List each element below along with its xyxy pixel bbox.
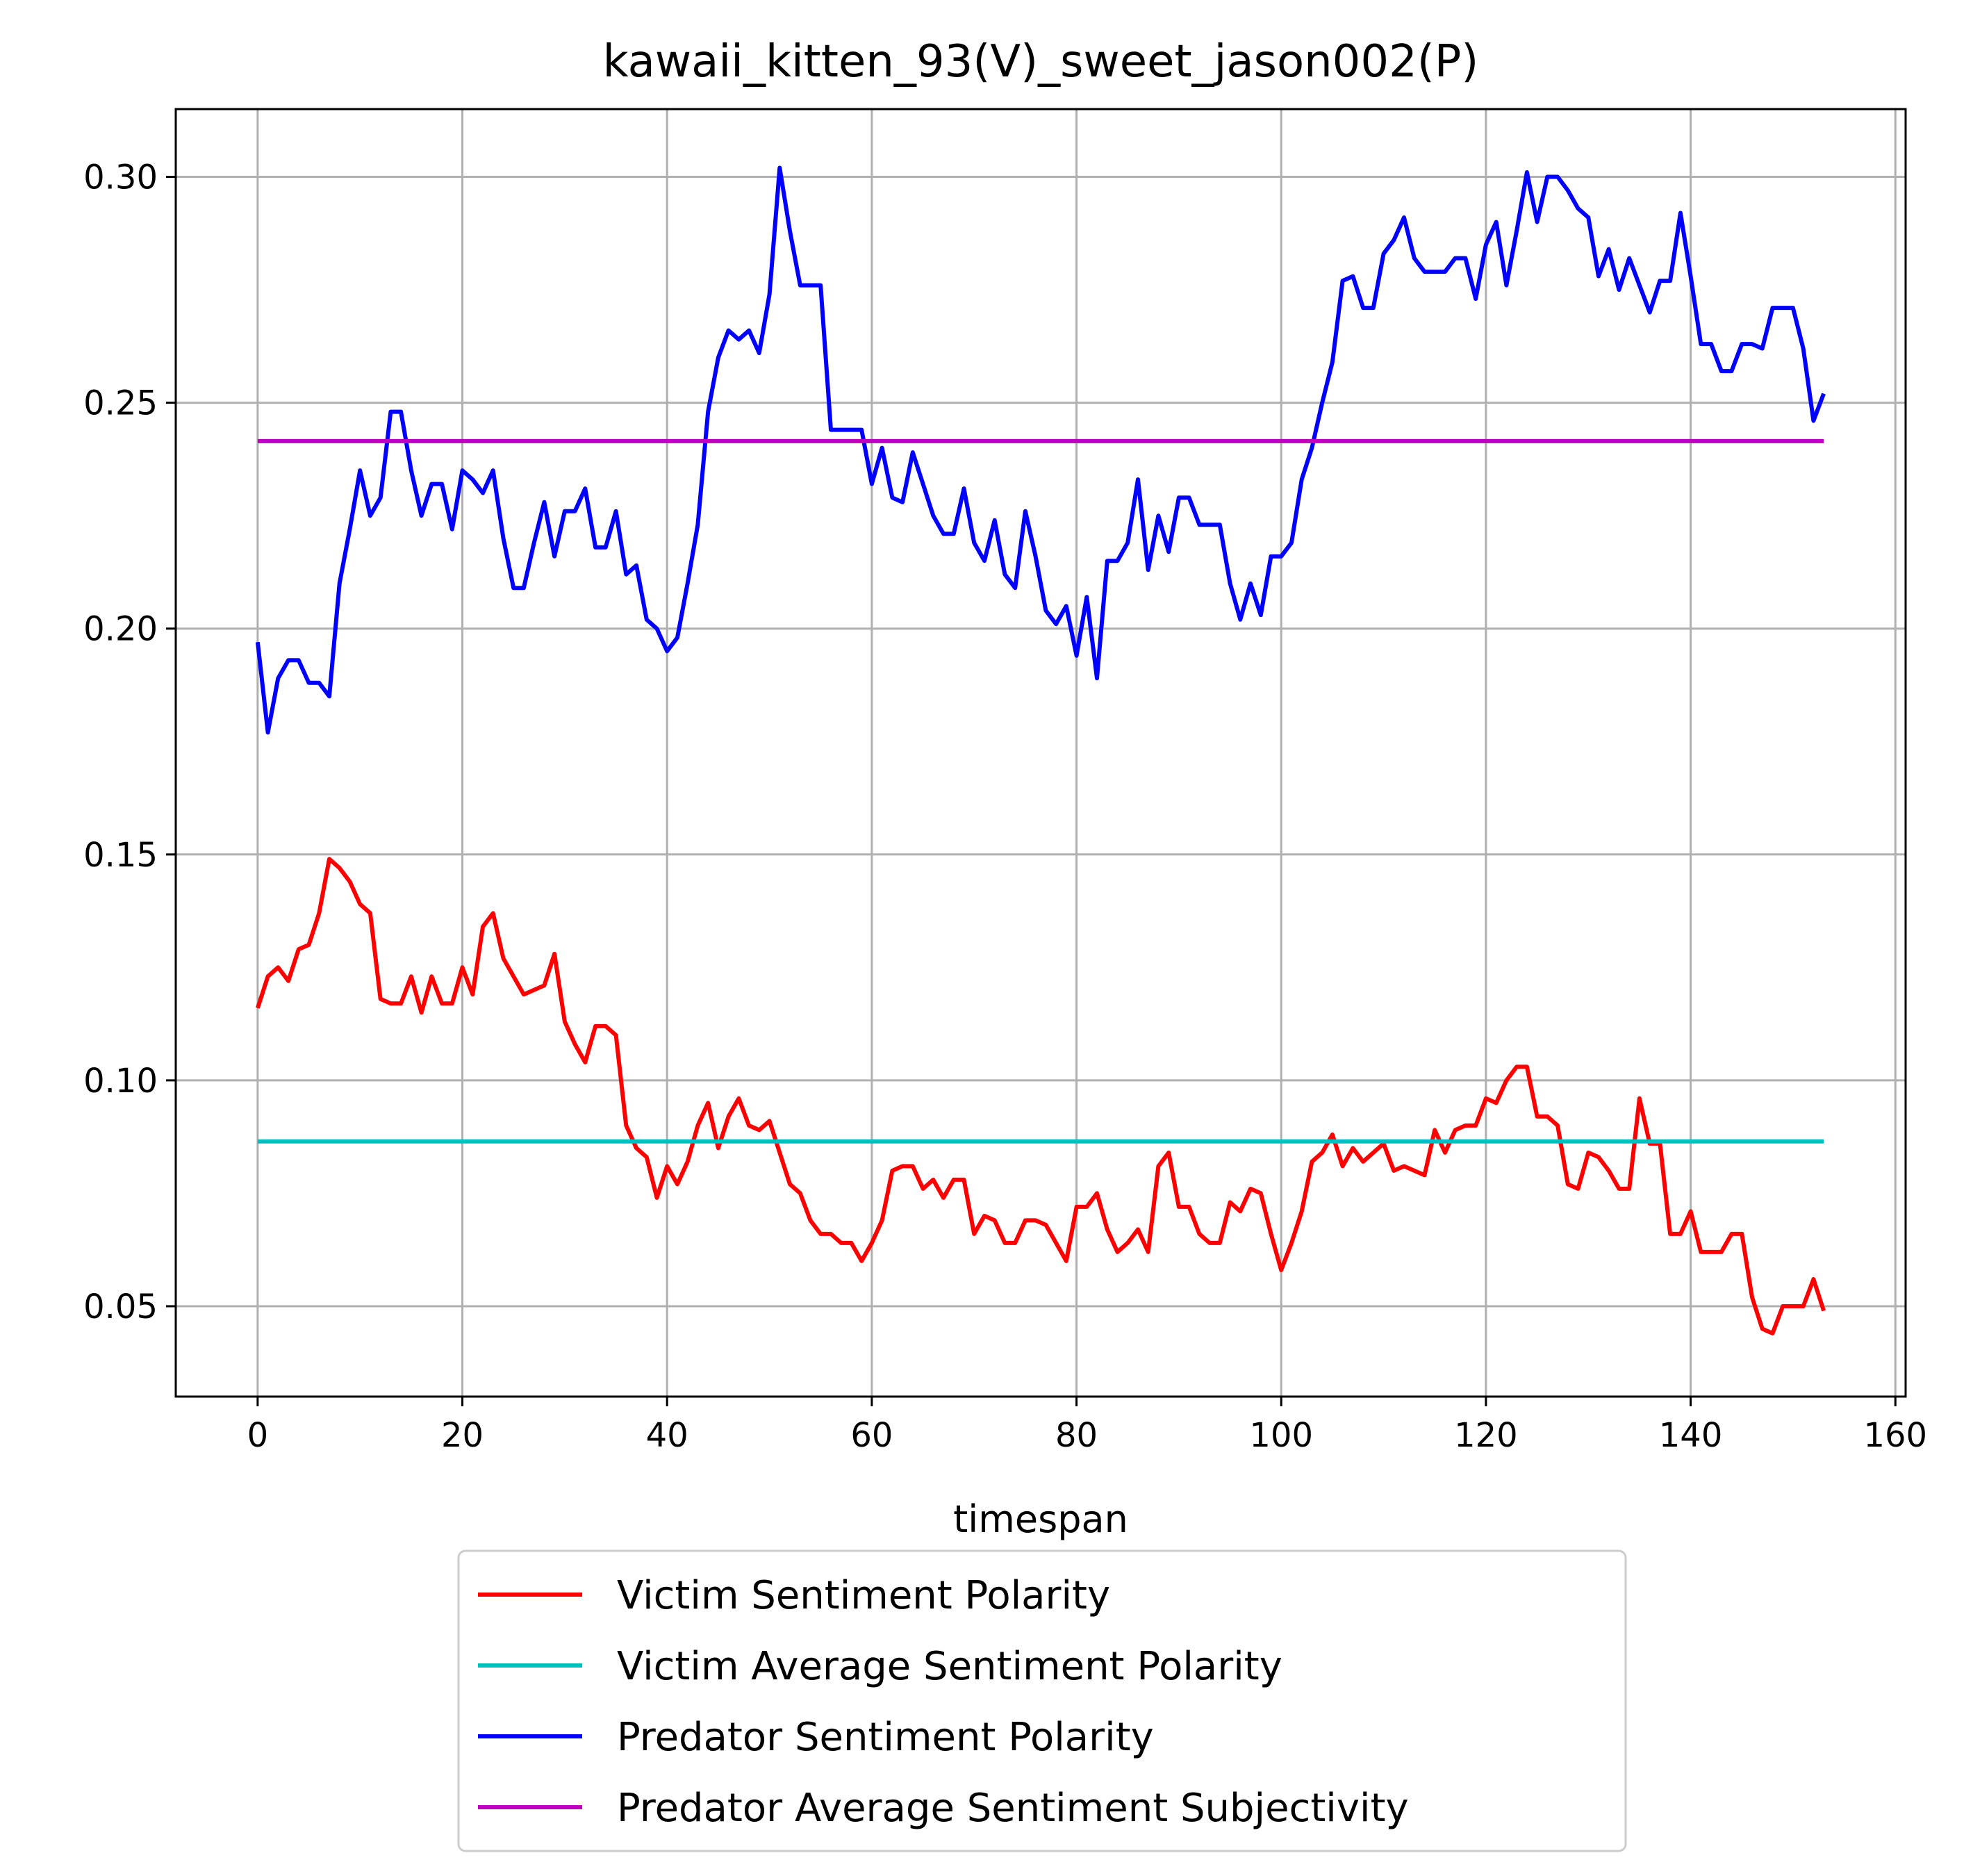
chart-title: kawaii_kitten_93(V)_sweet_jason002(P)	[603, 36, 1479, 88]
x-tick-label: 40	[646, 1416, 688, 1455]
x-tick-label: 80	[1055, 1416, 1098, 1455]
y-tick-label: 0.05	[83, 1287, 158, 1326]
series-layer	[255, 165, 1826, 1335]
x-tick-label: 0	[247, 1416, 269, 1455]
y-tick-label: 0.10	[83, 1062, 158, 1101]
x-tick-label: 60	[850, 1416, 893, 1455]
x-axis: 0 20 40 60 80 100 120 140 160	[247, 1397, 1927, 1455]
y-tick-label: 0.25	[83, 384, 158, 423]
series-line-2	[255, 165, 1826, 735]
series-line-0	[256, 857, 1826, 1335]
legend-label-0: Victim Sentiment Polarity	[617, 1573, 1110, 1618]
x-tick-label: 120	[1454, 1416, 1518, 1455]
plot-frame	[174, 108, 1907, 1398]
y-tick-label: 0.30	[83, 158, 158, 197]
y-tick-label: 0.20	[83, 610, 158, 649]
legend-label-3: Predator Average Sentiment Subjectivity	[617, 1786, 1409, 1831]
y-tick-label: 0.15	[83, 836, 158, 875]
x-tick-label: 20	[441, 1416, 484, 1455]
x-tick-label: 160	[1863, 1416, 1927, 1455]
x-tick-label: 140	[1659, 1416, 1723, 1455]
x-tick-label: 100	[1249, 1416, 1313, 1455]
legend-label-2: Predator Sentiment Polarity	[617, 1715, 1154, 1760]
legend-label-1: Victim Average Sentiment Polarity	[617, 1644, 1282, 1689]
x-axis-title: timespan	[953, 1497, 1128, 1541]
grid	[176, 109, 1906, 1397]
y-axis: 0.05 0.10 0.15 0.20 0.25 0.30	[83, 158, 176, 1326]
legend: Victim Sentiment Polarity Victim Average …	[457, 1549, 1627, 1852]
legend-box	[457, 1549, 1627, 1852]
